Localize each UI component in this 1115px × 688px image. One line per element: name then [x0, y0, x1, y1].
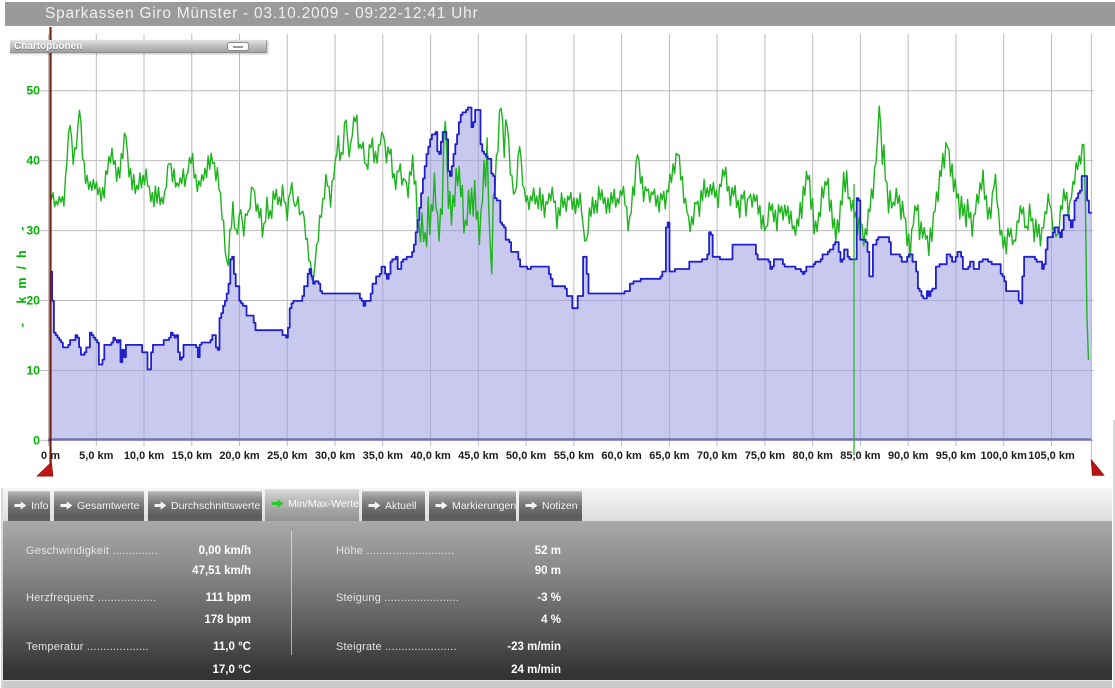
svg-text:40,0 km: 40,0 km [410, 450, 451, 462]
svg-text:95,0 km: 95,0 km [936, 450, 977, 462]
svg-text:35,0 km: 35,0 km [363, 450, 404, 462]
svg-text:75,0 km: 75,0 km [745, 450, 786, 462]
svg-text:50,0 km: 50,0 km [506, 450, 547, 462]
svg-text:20,0 km: 20,0 km [219, 450, 260, 462]
svg-text:100,0 km: 100,0 km [980, 450, 1027, 462]
svg-text:25,0 km: 25,0 km [267, 450, 308, 462]
svg-text:105,0 km: 105,0 km [1028, 450, 1075, 462]
svg-text:85,0 km: 85,0 km [840, 450, 881, 462]
svg-text:40: 40 [26, 154, 40, 168]
svg-text:60,0 km: 60,0 km [601, 450, 642, 462]
svg-text:65,0 km: 65,0 km [649, 450, 690, 462]
svg-text:10,0 km: 10,0 km [124, 450, 165, 462]
svg-text:55,0 km: 55,0 km [554, 450, 595, 462]
svg-text:5,0 km: 5,0 km [79, 450, 113, 462]
svg-text:70,0 km: 70,0 km [697, 450, 738, 462]
svg-text:80,0 km: 80,0 km [793, 450, 834, 462]
svg-text:90,0 km: 90,0 km [888, 450, 929, 462]
svg-text:30,0 km: 30,0 km [315, 450, 356, 462]
svg-text:20: 20 [26, 294, 40, 308]
svg-text:45,0 km: 45,0 km [458, 450, 499, 462]
svg-text:0: 0 [33, 433, 40, 447]
svg-text:- km/h -: - km/h - [15, 219, 29, 327]
svg-text:0 m: 0 m [41, 450, 60, 462]
svg-text:10: 10 [26, 364, 40, 378]
svg-text:15,0 km: 15,0 km [172, 450, 213, 462]
svg-text:30: 30 [26, 224, 40, 238]
svg-text:50: 50 [26, 84, 40, 98]
